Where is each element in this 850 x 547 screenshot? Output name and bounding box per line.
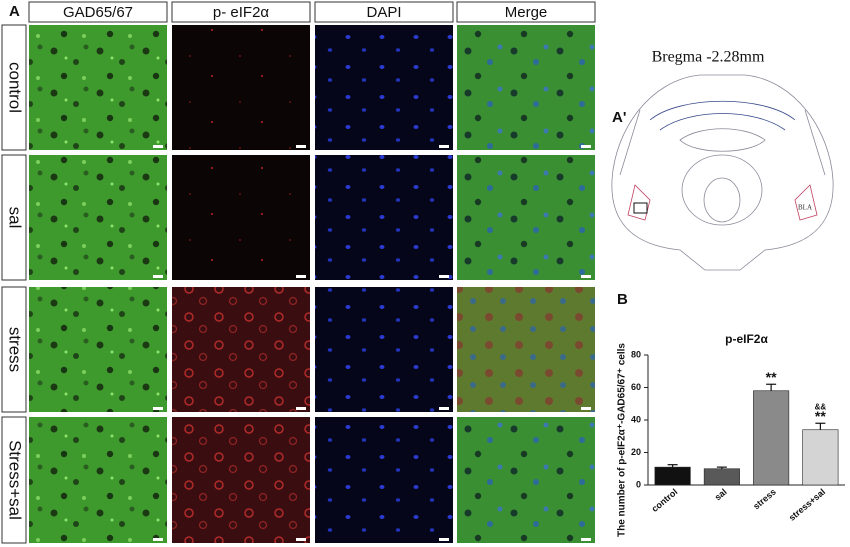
y-tick-label: 20	[631, 447, 641, 457]
bar	[703, 468, 740, 486]
row-label: Stress+sal	[6, 440, 25, 520]
significance-label: **	[766, 369, 777, 385]
row-label: control	[6, 62, 25, 113]
column-header-box	[456, 1, 596, 23]
x-tick-label: sal	[713, 487, 729, 503]
scale-bar	[296, 538, 306, 541]
column-header: DAPI	[366, 4, 401, 21]
brain-atlas	[611, 74, 834, 271]
bar	[802, 429, 839, 486]
scale-bar	[153, 145, 163, 148]
micrograph	[457, 287, 595, 412]
micrograph	[457, 155, 595, 280]
y-tick-label: 40	[631, 414, 641, 424]
micrograph	[29, 417, 167, 543]
y-axis-label: The number of p-eIF2α⁺-GAD65/67⁺ cells	[617, 343, 628, 537]
scale-bar	[439, 145, 449, 148]
significance-label: **	[815, 408, 826, 424]
micrograph	[315, 287, 453, 412]
x-tick-label: stress+sal	[787, 487, 827, 523]
micrograph	[172, 417, 310, 543]
micrograph	[29, 25, 167, 150]
scale-bar	[439, 538, 449, 541]
column-header-box	[171, 1, 311, 23]
micrograph	[315, 417, 453, 543]
chart-title: p-eIF2α	[725, 332, 768, 346]
row-label: stress	[6, 327, 25, 372]
row-label-box	[1, 154, 27, 281]
panel-label: B	[617, 291, 628, 308]
micrograph	[29, 287, 167, 412]
atlas-region: BLA	[798, 204, 812, 212]
scale-bar	[581, 275, 591, 278]
bar	[753, 390, 790, 486]
micrograph	[457, 417, 595, 543]
micrograph	[172, 25, 310, 150]
y-tick-label: 80	[631, 349, 641, 359]
scale-bar	[439, 275, 449, 278]
scale-bar	[153, 538, 163, 541]
row-label: sal	[6, 207, 25, 229]
y-tick-label: 0	[636, 479, 641, 489]
column-header: Merge	[505, 4, 548, 21]
scale-bar	[439, 407, 449, 410]
micrograph	[315, 25, 453, 150]
scale-bar	[153, 275, 163, 278]
y-tick-label: 60	[631, 382, 641, 392]
column-header-box	[314, 1, 454, 23]
column-header: GAD65/67	[63, 4, 133, 21]
atlas-title: Bregma -2.28mm	[652, 49, 765, 66]
scale-bar	[581, 145, 591, 148]
scale-bar	[296, 275, 306, 278]
micrograph	[315, 155, 453, 280]
row-label-box	[1, 24, 27, 151]
micrograph	[172, 287, 310, 412]
row-label-box	[1, 416, 27, 544]
scale-bar	[581, 407, 591, 410]
micrograph	[172, 155, 310, 280]
scale-bar	[581, 538, 591, 541]
scale-bar	[153, 407, 163, 410]
x-tick-label: control	[650, 487, 680, 514]
column-header: p- eIF2α	[213, 4, 270, 21]
scale-bar	[296, 407, 306, 410]
micrograph	[29, 155, 167, 280]
scale-bar	[296, 145, 306, 148]
significance-label: &&	[815, 402, 827, 411]
bar-chart: p-eIF2α The number of p-eIF2α⁺-GAD65/67⁺ …	[617, 332, 845, 537]
micrograph-grid: GAD65/67 p- eIF2α DAPI Merge control sal stres…	[1, 1, 596, 544]
row-label-box	[1, 286, 27, 413]
panel-label: A'	[612, 109, 626, 126]
column-header-box	[28, 1, 168, 23]
micrograph	[457, 25, 595, 150]
bar	[654, 466, 691, 486]
x-tick-label: stress	[751, 487, 778, 512]
panel-label: A	[9, 3, 20, 20]
